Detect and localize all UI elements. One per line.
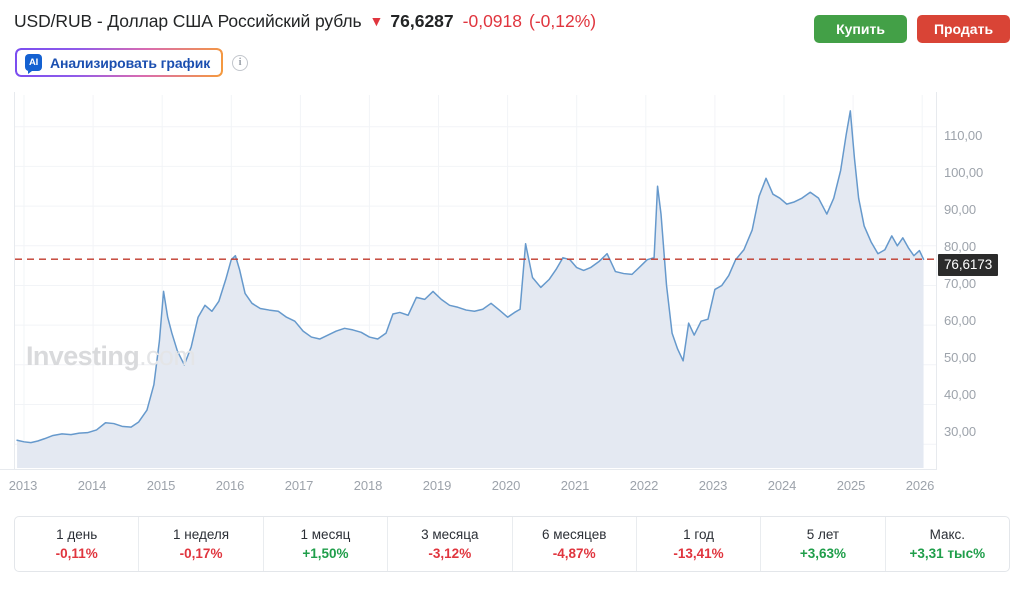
- last-price: 76,6287: [390, 11, 454, 31]
- x-axis-tick-label: 2013: [8, 478, 38, 493]
- info-icon[interactable]: i: [232, 54, 249, 71]
- performance-change-value: +3,63%: [799, 546, 847, 561]
- ai-toolbar: AI Анализировать график i: [15, 48, 249, 77]
- chart-area-fill: [17, 110, 924, 469]
- performance-cell[interactable]: 1 месяц +1,50%: [264, 517, 389, 571]
- performance-cell[interactable]: Макс. +3,31 тыс%: [886, 517, 1009, 571]
- page-title: USD/RUB - Доллар США Российский рубль: [14, 11, 362, 31]
- performance-period-label: 1 месяц: [300, 527, 351, 542]
- current-price-tag: 76,6173: [938, 254, 999, 276]
- chart-line: [16, 110, 925, 444]
- performance-period-label: Макс.: [929, 527, 966, 542]
- x-axis-tick-label: 2023: [698, 478, 728, 493]
- analyze-chart-button[interactable]: AI Анализировать график: [15, 48, 224, 77]
- performance-period-label: 3 месяца: [421, 527, 479, 542]
- x-axis-tick-label: 2014: [77, 478, 107, 493]
- performance-period-label: 6 месяцев: [542, 527, 607, 542]
- performance-cell[interactable]: 3 месяца -3,12%: [388, 517, 513, 571]
- performance-cell[interactable]: 6 месяцев -4,87%: [513, 517, 637, 571]
- trade-actions: Купить Продать: [814, 15, 1010, 43]
- x-axis-tick-label: 2015: [146, 478, 176, 493]
- x-axis-tick-label: 2026: [905, 478, 935, 493]
- performance-change-value: -13,41%: [673, 546, 724, 561]
- y-axis-tick-label: 60,00: [944, 313, 977, 328]
- x-axis-tick-label: 2020: [491, 478, 521, 493]
- y-axis-tick-label: 40,00: [944, 387, 977, 402]
- x-axis-tick-label: 2025: [836, 478, 866, 493]
- x-axis-tick-label: 2017: [284, 478, 314, 493]
- performance-change-value: +1,50%: [302, 546, 349, 561]
- analyze-chart-label: Анализировать график: [50, 54, 211, 71]
- performance-change-value: -0,17%: [179, 546, 223, 561]
- performance-cell[interactable]: 1 неделя -0,17%: [139, 517, 264, 571]
- change-absolute: -0,0918: [462, 11, 523, 31]
- y-axis-tick-label: 90,00: [944, 202, 977, 217]
- y-axis-tick-label: 80,00: [944, 239, 977, 254]
- y-axis-tick-label: 110,00: [944, 128, 983, 143]
- performance-change-value: +3,31 тыс%: [909, 546, 986, 561]
- page-header: USD/RUB - Доллар США Российский рубль ▼ …: [0, 0, 1024, 88]
- x-axis-tick-label: 2019: [422, 478, 452, 493]
- x-axis-tick-label: 2024: [767, 478, 797, 493]
- performance-period-label: 5 лет: [806, 527, 840, 542]
- ai-icon: AI: [25, 54, 42, 74]
- x-axis-tick-label: 2022: [629, 478, 659, 493]
- buy-button[interactable]: Купить: [814, 15, 907, 43]
- price-chart[interactable]: Investing.com: [0, 92, 1024, 504]
- performance-cell[interactable]: 1 год -13,41%: [637, 517, 762, 571]
- y-axis-tick-label: 70,00: [944, 276, 977, 291]
- performance-change-value: -4,87%: [552, 546, 596, 561]
- y-axis-tick-label: 30,00: [944, 424, 977, 439]
- performance-cell[interactable]: 5 лет +3,63%: [761, 517, 886, 571]
- performance-table: 1 день -0,11% 1 неделя -0,17% 1 месяц +1,50% 3…: [14, 516, 1010, 572]
- chart-canvas: [0, 92, 938, 470]
- performance-period-label: 1 год: [683, 527, 715, 542]
- x-axis-tick-label: 2021: [560, 478, 590, 493]
- performance-period-label: 1 неделя: [173, 527, 230, 542]
- performance-period-label: 1 день: [56, 527, 98, 542]
- performance-cell[interactable]: 1 день -0,11%: [15, 517, 140, 571]
- arrow-down-icon: ▼: [369, 13, 384, 29]
- y-axis-tick-label: 50,00: [944, 350, 977, 365]
- x-axis-tick-label: 2018: [353, 478, 383, 493]
- sell-button[interactable]: Продать: [917, 15, 1010, 43]
- performance-change-value: -0,11%: [55, 546, 98, 561]
- change-percent: (-0,12%): [529, 11, 597, 31]
- performance-change-value: -3,12%: [428, 546, 472, 561]
- instrument-header: USD/RUB - Доллар США Российский рубль ▼ …: [14, 11, 596, 32]
- x-axis-tick-label: 2016: [215, 478, 245, 493]
- y-axis-tick-label: 100,00: [944, 165, 984, 180]
